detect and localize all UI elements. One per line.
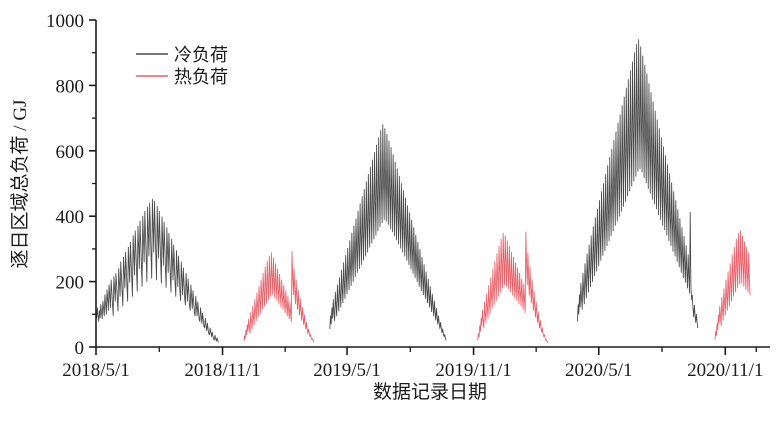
y-axis-title: 逐日区域总负荷 / GJ (9, 100, 31, 269)
y-tick-label: 200 (56, 273, 85, 294)
y-tick-label: 400 (56, 207, 85, 228)
series-line (477, 231, 549, 344)
y-tick-label: 1000 (46, 11, 84, 32)
series-layer (95, 39, 751, 344)
x-tick-label: 2018/5/1 (62, 360, 130, 381)
legend-label-heating: 热负荷 (174, 67, 228, 87)
series-line (95, 198, 219, 343)
legend-label-cooling: 冷负荷 (174, 45, 228, 65)
x-tick-label: 2020/11/1 (687, 360, 763, 381)
series-line (329, 124, 447, 341)
series-line (714, 230, 751, 340)
x-tick-label: 2020/5/1 (565, 360, 633, 381)
x-tick-label: 2019/5/1 (313, 360, 381, 381)
x-tick-label: 2018/11/1 (184, 360, 260, 381)
series-line (577, 39, 699, 329)
y-tick-label: 0 (75, 338, 85, 359)
y-tick-layer: 0 200 400 600 800 1000 (46, 11, 96, 359)
y-tick-label: 600 (56, 142, 85, 163)
x-axis-title: 数据记录日期 (373, 381, 487, 403)
chart-legend: 冷负荷 热负荷 (136, 45, 228, 87)
x-tick-layer: 2018/5/1 2018/11/1 2019/5/1 2019/11/1 2020/5… (62, 347, 763, 381)
y-tick-label: 800 (56, 76, 85, 97)
series-line (243, 251, 315, 343)
x-tick-label: 2019/11/1 (435, 360, 511, 381)
